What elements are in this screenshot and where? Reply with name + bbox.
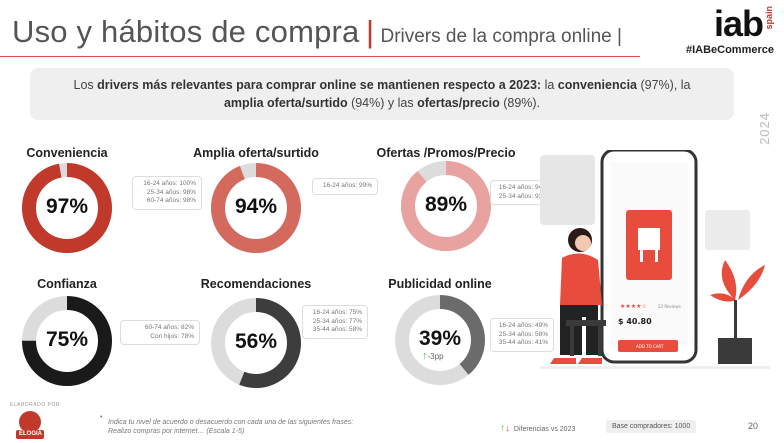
bg-card-right [705,210,750,250]
person-sweater [560,253,602,305]
driver-card-recomendaciones: Recomendaciones [181,277,331,291]
arrow-up-icon: ↑ [500,423,505,434]
driver-details-recomendaciones: 16-24 años: 75% 25-34 años: 77% 35-44 años… [302,305,368,339]
summary-box: Los drivers más relevantes para comprar … [30,68,734,120]
svg-text:ADD TO CART: ADD TO CART [636,344,664,349]
donut-arc-confianza [22,296,112,386]
summary-bold-2: conveniencia [557,78,637,92]
driver-label-recomendaciones: Recomendaciones [200,277,312,291]
plant-pot [718,338,752,364]
summary-bold-4: ofertas/precio [417,96,500,110]
iab-logo-text: iab [713,3,764,44]
driver-details-confianza: 60-74 años: 82% Con hijos: 78% [120,320,200,345]
driver-label-confianza: Confianza [37,277,97,291]
driver-detail-line: 16-24 años: 94% [498,184,548,191]
driver-details-amplia-oferta-surtido: 16-24 años: 99% [312,178,378,195]
price-label: $ 40.80 [618,317,652,326]
driver-detail-line: 25-34 años: 58% [498,330,548,338]
driver-label-publicidad-online: Publicidad online [388,277,492,291]
donut-chart-publicidad-online [395,295,485,385]
driver-label-ofertas-promos-precio: Ofertas /Promos/Precio [376,146,516,160]
arrow-down-icon: ↓ [505,423,510,434]
driver-detail-line: 25-34 años: 93% [498,192,548,200]
summary-text-3: (97%), la [637,78,691,92]
driver-detail-line: 25-34 años: 98% [146,188,196,196]
driver-detail-line: 25-34 años: 77% [312,317,362,325]
base-label: Base compradores: 1000 [606,420,697,433]
footer-note-line2: Realizo compras por internet… (Escala 1-… [108,428,245,435]
driver-card-ofertas-promos-precio: Ofertas /Promos/Precio [371,146,521,160]
donut-arc-publicidad-online [395,295,485,385]
summary-text-2: la [541,78,558,92]
elogia-logo-icon [16,411,44,439]
elogia-logo: ELOGIA [14,410,46,442]
driver-card-publicidad-online: Publicidad online [365,277,515,291]
driver-value-confianza: 75% [45,328,89,351]
stool [566,320,606,326]
driver-detail-line: 35-44 años: 41% [498,339,548,346]
driver-label-amplia-oferta-surtido: Amplia oferta/surtido [193,146,319,160]
iab-logo-spain: spain [764,6,774,30]
donut-chart-amplia-oferta-surtido [211,163,301,253]
driver-details-publicidad-online: 16-24 años: 49% 25-34 años: 58% 35-44 años… [490,318,554,352]
page-number: 20 [748,421,759,431]
diff-legend: ↑↓ Diferencias vs 2023 [500,423,575,434]
summary-bold-3: amplia oferta/surtido [223,96,348,110]
driver-card-conveniencia: Conveniencia [0,146,142,160]
footer-bullet: • [100,414,103,421]
summary-text-4: (94%) y las [347,96,418,110]
summary-bold-1: drivers más relevantes para comprar onli… [97,78,542,92]
plant-leaf [721,260,737,300]
chair-icon [638,228,660,250]
add-to-cart-button [618,340,678,352]
driver-detail-line: 60-74 años: 82% [144,324,194,331]
driver-label-conveniencia: Conveniencia [26,146,108,160]
elogia-brand-text: ELOGIA [19,431,43,437]
driver-value-conveniencia: 97% [45,195,89,218]
year-label: 2024 [757,112,772,145]
footer-note: • Indica tu nivel de acuerdo o desacuerd… [100,414,354,436]
driver-detail-line: 60-74 años: 98% [146,197,196,204]
donut-chart-conveniencia [22,163,112,253]
driver-details-conveniencia: 16-24 años: 100% 25-34 años: 98% 60-74 año… [132,176,202,210]
title-underline [0,56,640,57]
driver-value-ofertas-promos-precio: 89% [424,193,468,216]
diff-label: Diferencias vs 2023 [513,426,576,433]
driver-card-amplia-oferta-surtido: Amplia oferta/surtido [181,146,331,160]
bg-card-left [540,155,595,225]
donut-chart-ofertas-promos-precio [401,161,491,251]
elaborado-label: ELABORADO POR: [10,402,62,408]
page-title-wrap: Uso y hábitos de compra | Drivers de la … [12,14,622,50]
driver-detail-line: 35-44 años: 58% [312,326,362,333]
shopping-illustration: ★★★★☆ 23 Reviews $ 40.80 ADD TO CART [540,150,770,369]
donut-arc-conveniencia [22,163,112,253]
donut-chart-recomendaciones [211,298,301,388]
driver-detail-line: 16-24 años: 99% [322,182,372,189]
summary-text-1: Los [73,78,98,92]
donut-arc-recomendaciones [211,298,301,388]
driver-diff-publicidad-online: ↑-3pp [422,350,444,362]
driver-detail-line: 16-24 años: 100% [143,180,196,187]
reviews-label: 23 Reviews [658,304,681,309]
driver-diff-value: -3pp [427,352,444,361]
summary-text-5: (89%). [499,96,541,110]
title-separator: | [365,14,375,49]
iab-logo: iabspain #IABeCommerce [685,3,774,57]
page-title: Uso y hábitos de compra [12,14,360,49]
driver-detail-line: Con hijos: 78% [150,332,194,340]
page-subtitle: Drivers de la compra online | [380,26,622,47]
rating-stars-icon: ★★★★☆ [620,303,647,310]
arrow-up-icon: ↑ [422,350,428,362]
donut-chart-confianza [22,296,112,386]
driver-detail-line: 16-24 años: 49% [498,322,548,329]
driver-value-recomendaciones: 56% [234,330,278,353]
donut-arc-ofertas-promos-precio [401,161,491,251]
donut-arc-amplia-oferta-surtido [211,163,301,253]
driver-detail-line: 16-24 años: 75% [312,309,362,316]
driver-value-publicidad-online: 39% [418,327,462,350]
footer-note-line1: Indica tu nivel de acuerdo o desacuerdo … [108,419,354,426]
hashtag: #IABeCommerce [685,44,774,56]
driver-value-amplia-oferta-surtido: 94% [234,195,278,218]
driver-card-confianza: Confianza [0,277,142,291]
